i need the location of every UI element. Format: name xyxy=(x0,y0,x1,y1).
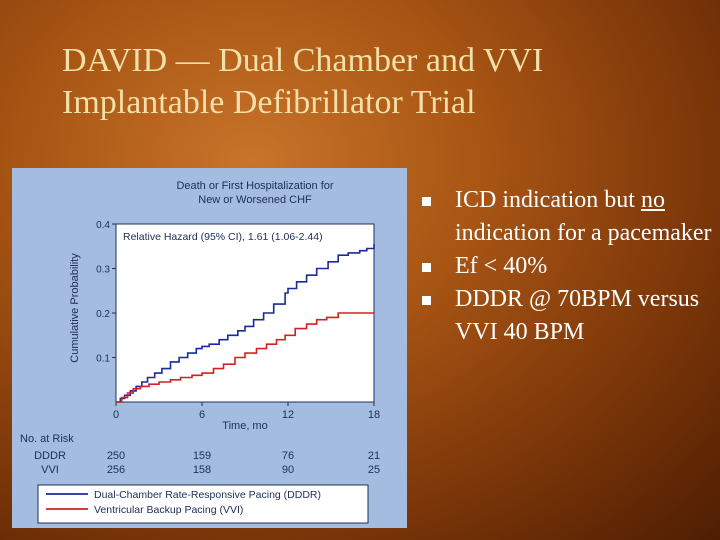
x-tick-label: 12 xyxy=(282,409,294,421)
bullet-text-pre: ICD indication but xyxy=(455,187,641,213)
chart-title-line-2: New or Worsened CHF xyxy=(198,194,312,206)
kaplan-meier-figure: Death or First Hospitalization for New o… xyxy=(12,168,407,528)
at-risk-row-label: VVI xyxy=(41,464,59,476)
x-tick-label: 18 xyxy=(368,409,380,421)
at-risk-header: No. at Risk xyxy=(20,433,74,445)
bullet-item: Ef < 40% xyxy=(420,250,715,283)
chart-svg: Death or First Hospitalization for New o… xyxy=(20,180,380,524)
at-risk-row-label: DDDR xyxy=(34,450,66,462)
at-risk-value: 256 xyxy=(107,464,125,476)
at-risk-value: 158 xyxy=(193,464,211,476)
x-axis-label: Time, mo xyxy=(222,420,267,432)
relative-hazard-annotation: Relative Hazard (95% CI), 1.61 (1.06-2.4… xyxy=(123,231,323,243)
legend-label: Ventricular Backup Pacing (VVI) xyxy=(94,504,243,516)
bullet-item: ICD indication but no indication for a p… xyxy=(420,184,715,250)
y-tick-label: 0.3 xyxy=(96,265,110,276)
x-tick-label: 6 xyxy=(199,409,205,421)
bullet-text: Ef < 40% xyxy=(455,253,548,279)
bullet-square-icon xyxy=(422,296,431,305)
at-risk-value: 76 xyxy=(282,450,294,462)
bullet-text-post: indication for a pacemaker xyxy=(455,220,712,246)
bullet-text: DDDR @ 70BPM versus VVI 40 BPM xyxy=(455,286,700,345)
bullet-square-icon xyxy=(422,263,431,272)
y-tick-label: 0.1 xyxy=(96,354,110,365)
x-tick-label: 0 xyxy=(113,409,119,421)
bullet-list: ICD indication but no indication for a p… xyxy=(420,184,715,349)
slide-title-line-2: Implantable Defibrillator Trial xyxy=(62,84,476,121)
legend-box xyxy=(37,484,369,524)
bullet-text-underlined: no xyxy=(640,187,665,213)
legend-label: Dual-Chamber Rate-Responsive Pacing (DDD… xyxy=(94,489,321,501)
at-risk-value: 90 xyxy=(282,464,294,476)
at-risk-value: 21 xyxy=(368,450,380,462)
bullet-item: DDDR @ 70BPM versus VVI 40 BPM xyxy=(420,283,715,349)
chart-title-line-1: Death or First Hospitalization for xyxy=(176,180,333,192)
slide-title-line-1: DAVID — Dual Chamber and VVI xyxy=(62,42,544,79)
dddr-series-line xyxy=(116,244,375,403)
vvi-series-line xyxy=(116,312,374,403)
at-risk-value: 250 xyxy=(107,450,125,462)
y-tick-label: 0.4 xyxy=(96,220,110,231)
at-risk-value: 159 xyxy=(193,450,211,462)
bullet-square-icon xyxy=(422,197,431,206)
at-risk-value: 25 xyxy=(368,464,380,476)
y-tick-label: 0.2 xyxy=(96,309,110,320)
y-axis-label: Cumulative Probability xyxy=(69,253,81,363)
slide-title: DAVID — Dual Chamber and VVI Implantable… xyxy=(62,40,702,124)
